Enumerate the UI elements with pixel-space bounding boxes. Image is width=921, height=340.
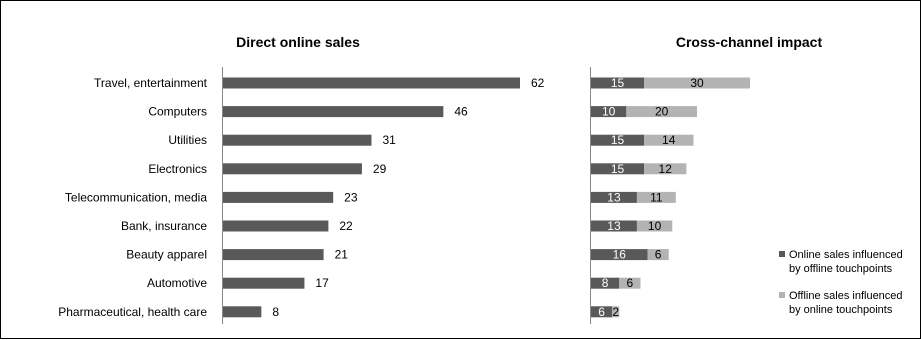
- legend-label: Offline sales influenced: [789, 290, 903, 302]
- right-chart-title: Cross-channel impact: [676, 34, 823, 50]
- offline-influenced-bar: [636, 191, 676, 203]
- direct-sales-bar: [223, 134, 372, 146]
- offline-influenced-value: 11: [650, 190, 663, 204]
- legend-item-offline: Offline sales influenced by online touchp…: [779, 290, 903, 316]
- online-influenced-value: 8: [602, 276, 609, 290]
- direct-sales-value: 31: [383, 133, 397, 147]
- category-label: Computers: [148, 105, 207, 119]
- category-label: Beauty apparel: [126, 248, 207, 262]
- direct-sales-bar: [223, 220, 329, 232]
- direct-sales-bar: [223, 106, 444, 118]
- online-influenced-bar: [591, 163, 644, 175]
- offline-influenced-bar: [626, 106, 697, 118]
- direct-sales-value: 22: [339, 219, 353, 233]
- offline-influenced-value: 30: [690, 76, 704, 90]
- offline-influenced-value: 20: [655, 105, 669, 119]
- offline-influenced-value: 2: [612, 305, 619, 319]
- direct-sales-value: 46: [454, 105, 468, 119]
- online-influenced-value: 15: [611, 76, 625, 90]
- direct-sales-value: 29: [373, 162, 387, 176]
- direct-sales-bar: [223, 191, 334, 203]
- offline-influenced-bar: [619, 277, 641, 289]
- category-label: Electronics: [148, 162, 207, 176]
- offline-influenced-bar: [644, 77, 750, 89]
- category-label: Utilities: [168, 133, 207, 147]
- online-influenced-bar: [591, 134, 644, 146]
- offline-influenced-value: 14: [662, 133, 676, 147]
- online-influenced-bar: [591, 249, 648, 261]
- direct-sales-value: 62: [531, 76, 545, 90]
- online-influenced-bar: [591, 306, 613, 318]
- online-influenced-bar: [591, 77, 644, 89]
- legend-swatch: [779, 292, 785, 298]
- online-influenced-value: 6: [598, 305, 605, 319]
- category-label: Travel, entertainment: [94, 76, 208, 90]
- offline-influenced-value: 6: [655, 248, 662, 262]
- direct-sales-bar: [223, 306, 262, 318]
- direct-sales-value: 21: [335, 248, 349, 262]
- offline-influenced-value: 12: [659, 162, 673, 176]
- offline-influenced-value: 6: [627, 276, 634, 290]
- legend-label: by offline touchpoints: [789, 263, 893, 275]
- online-influenced-value: 13: [607, 219, 621, 233]
- online-influenced-value: 10: [602, 105, 616, 119]
- direct-sales-bar: [223, 277, 305, 289]
- category-label: Automotive: [147, 276, 207, 290]
- direct-sales-bar: [223, 77, 520, 89]
- offline-influenced-bar: [636, 220, 673, 232]
- legend-swatch: [779, 251, 785, 257]
- legend-item-online: Online sales influenced by offline touchp…: [779, 249, 903, 275]
- online-influenced-bar: [591, 220, 637, 232]
- category-label: Pharmaceutical, health care: [58, 305, 207, 319]
- online-influenced-bar: [591, 191, 637, 203]
- offline-influenced-bar: [612, 306, 620, 318]
- left-chart-title: Direct online sales: [236, 34, 360, 50]
- online-influenced-bar: [591, 106, 627, 118]
- online-influenced-value: 15: [611, 133, 625, 147]
- offline-influenced-bar: [644, 163, 687, 175]
- category-label: Bank, insurance: [121, 219, 207, 233]
- online-influenced-value: 15: [611, 162, 625, 176]
- direct-sales-value: 17: [315, 276, 329, 290]
- direct-sales-value: 8: [272, 305, 279, 319]
- direct-sales-bar: [223, 249, 324, 261]
- category-label: Telecommunication, media: [65, 190, 207, 204]
- direct-sales-value: 23: [344, 190, 358, 204]
- online-influenced-value: 13: [607, 190, 621, 204]
- offline-influenced-value: 10: [648, 219, 662, 233]
- offline-influenced-bar: [647, 249, 669, 261]
- legend-label: Online sales influenced: [789, 249, 903, 261]
- offline-influenced-bar: [644, 134, 694, 146]
- direct-sales-bar: [223, 163, 362, 175]
- online-influenced-value: 16: [613, 248, 627, 262]
- legend-label: by online touchpoints: [789, 304, 893, 316]
- online-influenced-bar: [591, 277, 620, 289]
